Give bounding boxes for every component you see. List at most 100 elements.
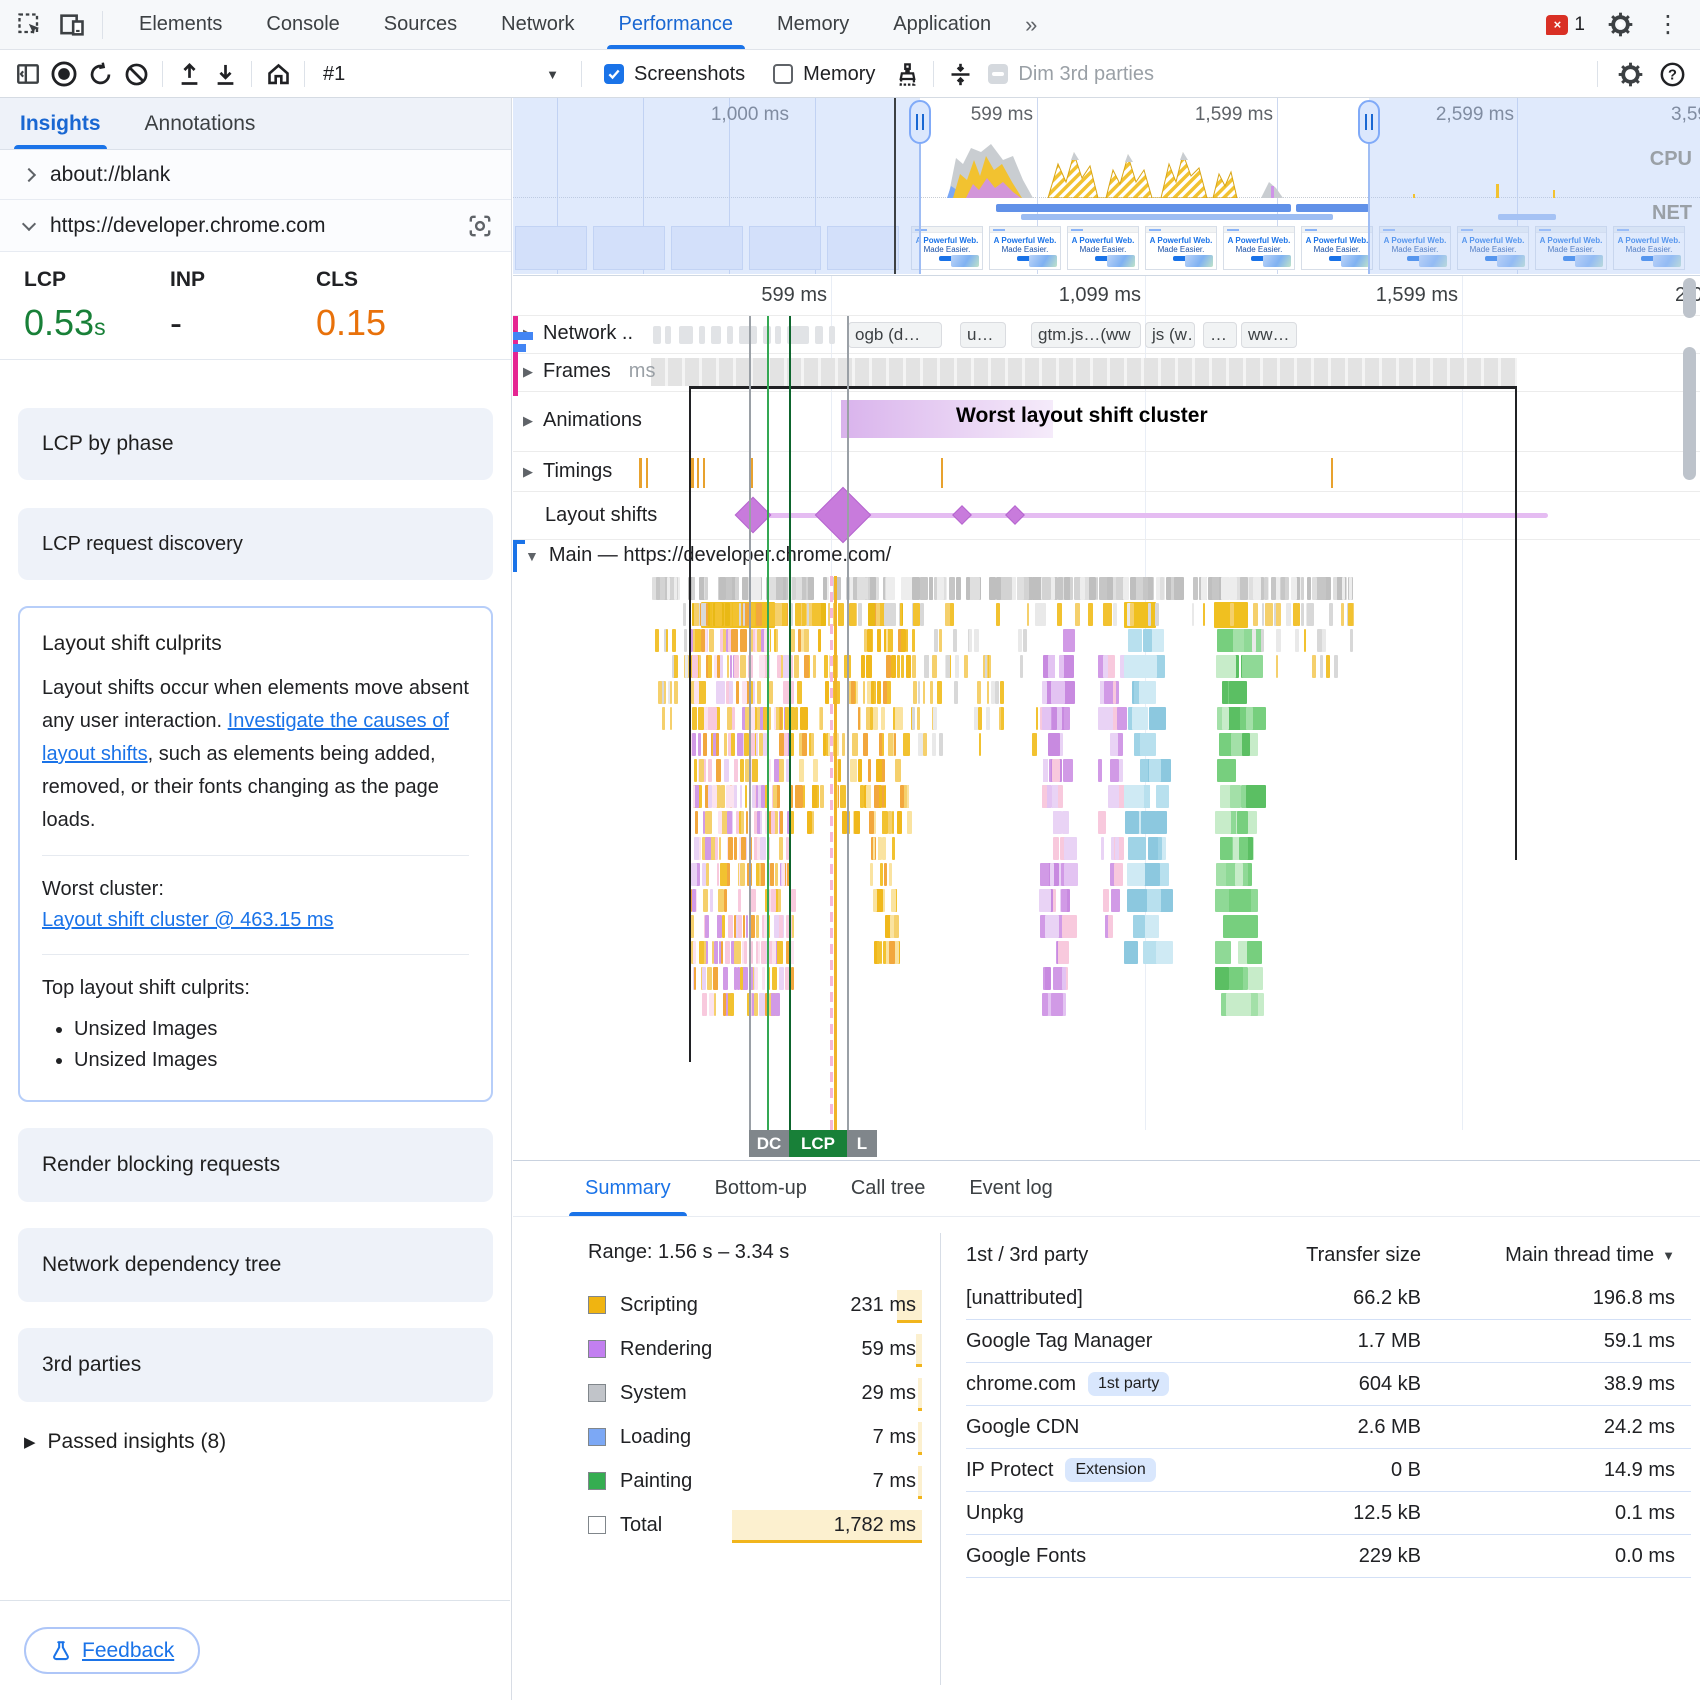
table-row[interactable]: Unpkg 12.5 kB 0.1 ms <box>966 1492 1691 1535</box>
frames-track[interactable] <box>513 354 1700 392</box>
details-tab-event-log[interactable]: Event log <box>969 1177 1053 1199</box>
insight-card-render-blocking-requests[interactable]: Render blocking requests <box>18 1128 493 1202</box>
table-row[interactable]: Google Tag Manager 1.7 MB 59.1 ms <box>966 1320 1691 1363</box>
filmstrip-screenshot[interactable]: A Powerful Web. Made Easier. <box>1223 226 1295 270</box>
filmstrip-screenshot[interactable]: A Powerful Web. Made Easier. <box>1145 226 1217 270</box>
error-count-badge[interactable]: × 1 <box>1546 14 1585 36</box>
tab-performance[interactable]: Performance <box>597 0 756 49</box>
column-party[interactable]: 1st / 3rd party <box>966 1243 1089 1266</box>
nav-item-about-blank[interactable]: about://blank <box>0 150 511 200</box>
timeline-overview[interactable]: 1,000 ms 599 ms 1,599 ms 2,599 ms 3,59 <box>513 98 1700 276</box>
flame-event <box>1323 577 1332 600</box>
garbage-collect-icon[interactable] <box>889 57 925 91</box>
network-request-chip[interactable]: ww… <box>1241 322 1297 348</box>
tab-sources[interactable]: Sources <box>383 13 458 35</box>
table-row[interactable]: IP Protect Extension 0 B 14.9 ms <box>966 1449 1691 1492</box>
filmstrip-screenshot[interactable]: A Powerful Web. Made Easier. <box>1457 226 1529 270</box>
scrollbar-thumb[interactable] <box>1683 347 1696 480</box>
details-tab-bottom-up[interactable]: Bottom-up <box>714 1177 807 1199</box>
network-request-chip[interactable]: gtm.js…(ww <box>1031 322 1141 348</box>
inspect-element-icon[interactable] <box>16 11 44 39</box>
scrollbar-thumb[interactable] <box>1683 278 1696 318</box>
table-header[interactable]: 1st / 3rd party Transfer size Main threa… <box>966 1233 1691 1277</box>
collapse-tracks-icon[interactable] <box>942 57 978 91</box>
capture-settings-gear-icon[interactable] <box>1612 57 1648 91</box>
table-row[interactable]: chrome.com 1st party 604 kB 38.9 ms <box>966 1363 1691 1406</box>
settings-gear-icon[interactable] <box>1607 11 1634 38</box>
tab-network[interactable]: Network <box>501 13 575 35</box>
flame-event <box>1035 707 1039 730</box>
more-options-icon[interactable]: ⋮ <box>1656 11 1680 38</box>
window-right-handle[interactable] <box>1358 100 1380 144</box>
insight-card-network-dependency-tree[interactable]: Network dependency tree <box>18 1228 493 1302</box>
save-profile-icon[interactable] <box>207 57 243 91</box>
filmstrip-screenshot[interactable]: A Powerful Web. Made Easier. <box>1301 226 1373 270</box>
animations-track-label[interactable]: ▶ Animations <box>523 409 642 431</box>
more-tabs-icon[interactable]: » <box>1025 11 1040 37</box>
table-row[interactable]: Google Fonts 229 kB 0.0 ms <box>966 1535 1691 1578</box>
network-request-chip[interactable]: js (w… <box>1145 322 1195 348</box>
filmstrip-screenshot[interactable]: A Powerful Web. Made Easier. <box>1379 226 1451 270</box>
help-icon[interactable]: ? <box>1654 57 1690 91</box>
worst-cluster-link[interactable]: Layout shift cluster @ 463.15 ms <box>42 909 334 931</box>
animations-track[interactable] <box>513 392 1700 452</box>
details-tab-call-tree[interactable]: Call tree <box>850 1177 926 1199</box>
toggle-sidebar-icon[interactable] <box>10 57 46 91</box>
load-profile-icon[interactable] <box>171 57 207 91</box>
session-select[interactable]: #1 ▼ <box>313 63 573 86</box>
layout-shift-culprits-card[interactable]: Layout shift culprits Layout shifts occu… <box>18 606 493 1102</box>
filmstrip-screenshot[interactable]: A Powerful Web. Made Easier. <box>911 226 983 270</box>
flame-event <box>1073 577 1082 600</box>
network-request-chip[interactable]: … <box>1203 322 1237 348</box>
tab-memory[interactable]: Memory <box>777 13 850 35</box>
network-request-chip[interactable]: ogb (d… <box>848 322 942 348</box>
table-row[interactable]: Google CDN 2.6 MB 24.2 ms <box>966 1406 1691 1449</box>
screenshots-checkbox[interactable]: Screenshots <box>604 63 745 86</box>
column-main-thread-time[interactable]: Main thread time ▼ <box>1505 1243 1675 1266</box>
nav-item-developer-chrome[interactable]: https://developer.chrome.com <box>0 200 511 252</box>
filmstrip-screenshot[interactable]: A Powerful Web. Made Easier. <box>989 226 1061 270</box>
insight-card-3rd-parties[interactable]: 3rd parties <box>18 1328 493 1402</box>
tab-console[interactable]: Console <box>266 13 340 35</box>
window-left-handle[interactable] <box>909 100 931 144</box>
table-row[interactable]: [unattributed] 66.2 kB 196.8 ms <box>966 1277 1691 1320</box>
home-icon[interactable] <box>260 57 296 91</box>
layout-shifts-track-label[interactable]: Layout shifts <box>545 504 658 526</box>
passed-insights-toggle[interactable]: ▶ Passed insights (8) <box>18 1430 493 1454</box>
insight-card-lcp-request-discovery[interactable]: LCP request discovery <box>18 508 493 580</box>
timings-track[interactable] <box>513 452 1700 492</box>
screenshot-preview-icon[interactable] <box>467 213 493 239</box>
insight-card-lcp-by-phase[interactable]: LCP by phase <box>18 408 493 480</box>
flame-event <box>704 915 709 938</box>
timeline-tracks[interactable]: 599 ms1,099 ms1,599 ms2,0 ▶Network .. ▶F… <box>513 276 1700 1160</box>
tab-annotations[interactable]: Annotations <box>144 111 256 135</box>
clear-icon[interactable] <box>118 57 154 91</box>
tab-application[interactable]: Application <box>893 13 992 35</box>
record-icon[interactable] <box>46 57 82 91</box>
network-track[interactable] <box>513 316 1700 354</box>
marker-chip-lcp[interactable]: LCP <box>789 1130 847 1157</box>
device-toolbar-icon[interactable] <box>58 11 86 39</box>
tab-insights[interactable]: Insights <box>14 98 106 149</box>
network-track-label[interactable]: ▶Network .. <box>523 322 634 344</box>
party-badge: 1st party <box>1088 1372 1170 1396</box>
memory-checkbox[interactable]: Memory <box>773 63 875 86</box>
layout-shifts-track[interactable] <box>513 492 1700 540</box>
tab-elements[interactable]: Elements <box>139 13 223 35</box>
marker-chip-l[interactable]: L <box>847 1130 877 1157</box>
filmstrip-screenshot[interactable]: A Powerful Web. Made Easier. <box>1613 226 1685 270</box>
details-tab-summary[interactable]: Summary <box>563 1161 693 1216</box>
flame-event <box>701 603 708 626</box>
investigate-link[interactable]: Investigate the causes of layout shifts <box>42 710 449 765</box>
feedback-button[interactable]: Feedback <box>24 1627 201 1674</box>
column-transfer-size[interactable]: Transfer size <box>1306 1243 1421 1266</box>
reload-record-icon[interactable] <box>82 57 118 91</box>
main-thread-track-label[interactable]: ▼ Main — https://developer.chrome.com/ <box>525 544 892 566</box>
marker-chip-dc[interactable]: DC <box>749 1130 789 1157</box>
flame-event <box>773 915 779 938</box>
network-request-chip[interactable]: u… <box>960 322 1006 348</box>
frames-track-label[interactable]: ▶ Frames ms <box>523 360 656 382</box>
timings-track-label[interactable]: ▶ Timings <box>523 460 613 482</box>
filmstrip-screenshot[interactable]: A Powerful Web. Made Easier. <box>1535 226 1607 270</box>
filmstrip-screenshot[interactable]: A Powerful Web. Made Easier. <box>1067 226 1139 270</box>
